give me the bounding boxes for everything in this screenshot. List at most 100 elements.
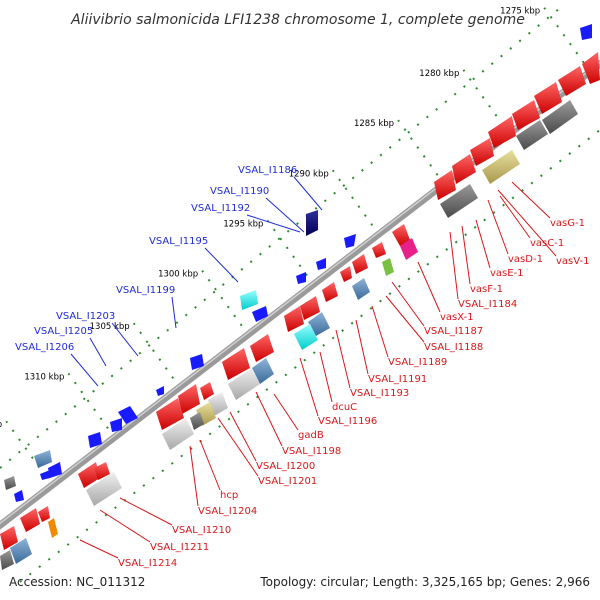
leader-line	[371, 305, 389, 358]
forward-gene	[48, 462, 62, 478]
leader-line	[246, 214, 301, 233]
forward-gene	[190, 354, 204, 370]
reverse-gene-block	[228, 368, 260, 400]
tick-label: 1275 kbp	[500, 7, 540, 17]
leader-line	[461, 225, 471, 285]
gene-label: vasD-1	[508, 254, 543, 265]
reverse-gene	[250, 334, 274, 362]
leader-line	[391, 281, 425, 327]
leader-line	[111, 322, 139, 357]
forward-gene	[252, 306, 268, 322]
gene-label: VSAL_I1187	[424, 326, 483, 337]
gene-label: VSAL_I1191	[368, 374, 427, 385]
gene-label: VSAL_I1199	[116, 285, 175, 296]
forward-gene	[316, 258, 326, 270]
forward-gene	[240, 290, 258, 310]
reverse-gene	[284, 306, 304, 332]
gene-label: VSAL_I1186	[238, 165, 297, 176]
tick-label: 1310 kbp	[24, 372, 64, 382]
leader-line	[487, 199, 509, 255]
forward-gene	[110, 418, 122, 432]
reverse-gene	[156, 398, 184, 430]
leader-line	[355, 319, 369, 375]
tick-labels: 1275 kbp 1280 kbp 1285 kbp 1290 kbp 1295 kbp…	[0, 7, 540, 430]
tick-label: 1295 kbp	[223, 219, 263, 229]
reverse-gene	[488, 116, 516, 148]
leader-line	[417, 261, 441, 313]
tick-label: 1315 kbp	[0, 420, 2, 430]
gene-label: VSAL_I1193	[350, 388, 409, 399]
leader-line	[189, 445, 199, 507]
inner-guide-line	[19, 129, 600, 583]
leader-line	[511, 181, 551, 219]
tick-ray	[397, 119, 445, 185]
forward-gene	[344, 234, 356, 248]
gene-label: VSAL_I1189	[388, 357, 447, 368]
reverse-gene	[352, 254, 368, 274]
outer-guide-line	[0, 7, 561, 469]
leader-line	[299, 357, 319, 417]
leader-line	[385, 295, 425, 343]
reverse-gene-block	[294, 324, 318, 350]
reverse-gene	[322, 282, 338, 302]
leader-line	[475, 219, 491, 269]
reverse-gene	[200, 382, 214, 400]
leader-line	[335, 329, 351, 389]
reverse-gene	[222, 348, 250, 380]
reverse-gene-block	[308, 312, 330, 336]
reverse-gene	[558, 66, 586, 96]
topology-text: Topology: circular; Length: 3,325,165 bp…	[259, 575, 590, 589]
leader-line	[265, 197, 305, 233]
accession-text: Accession: NC_011312	[9, 575, 145, 589]
tick-ray	[331, 169, 380, 235]
forward-gene	[4, 476, 16, 490]
gene-label: VSAL_I1198	[282, 446, 341, 457]
gene-label: VSAL_I1196	[318, 416, 377, 427]
leader-line	[293, 176, 323, 211]
leader-line	[217, 417, 259, 477]
forward-gene-labels: VSAL_I1186 VSAL_I1190 VSAL_I1192 VSAL_I1195…	[15, 165, 323, 387]
reverse-gene	[38, 506, 50, 522]
gene-label: vasF-1	[470, 284, 503, 295]
gene-label: VSAL_I1195	[149, 236, 208, 247]
gene-label: vasE-1	[490, 268, 524, 279]
leader-line	[319, 351, 333, 403]
forward-gene	[40, 470, 50, 480]
leader-line	[199, 439, 221, 491]
gene-label: VSAL_I1188	[424, 342, 483, 353]
tick-ray	[132, 322, 181, 388]
gene-label: VSAL_I1201	[258, 476, 317, 487]
reverse-gene-block	[162, 418, 194, 450]
reverse-gene	[452, 154, 476, 184]
reverse-gene	[392, 224, 410, 246]
leader-line	[499, 195, 531, 239]
reverse-gene	[300, 296, 320, 320]
reverse-gene-block	[252, 358, 274, 384]
tick-label: 1285 kbp	[354, 119, 394, 129]
forward-gene	[118, 406, 138, 424]
reverse-gene	[534, 82, 562, 114]
reverse-gene	[94, 462, 110, 480]
reverse-gene-block	[86, 472, 122, 506]
leader-line	[99, 509, 151, 543]
map-title: Aliivibrio salmonicida LFI1238 chromosom…	[70, 12, 525, 28]
gene-label: vasC-1	[530, 238, 564, 249]
leader-line	[273, 393, 299, 431]
reverse-genes	[0, 52, 600, 570]
gene-label: VSAL_I1206	[15, 342, 74, 353]
leader-line	[204, 247, 239, 283]
forward-genes	[4, 24, 592, 502]
reverse-gene-block	[352, 278, 370, 300]
forward-gene	[34, 450, 52, 468]
tick-label: 1305 kbp	[90, 322, 130, 332]
gene-label: VSAL_I1214	[118, 558, 177, 569]
leader-line	[119, 497, 173, 526]
reverse-gene	[0, 526, 18, 550]
reverse-gene	[372, 242, 386, 258]
leader-line	[70, 353, 99, 387]
forward-gene	[156, 386, 164, 396]
gene-label: VSAL_I1200	[256, 461, 315, 472]
tick-label: 1300 kbp	[158, 270, 198, 280]
reverse-gene-block	[48, 518, 58, 538]
